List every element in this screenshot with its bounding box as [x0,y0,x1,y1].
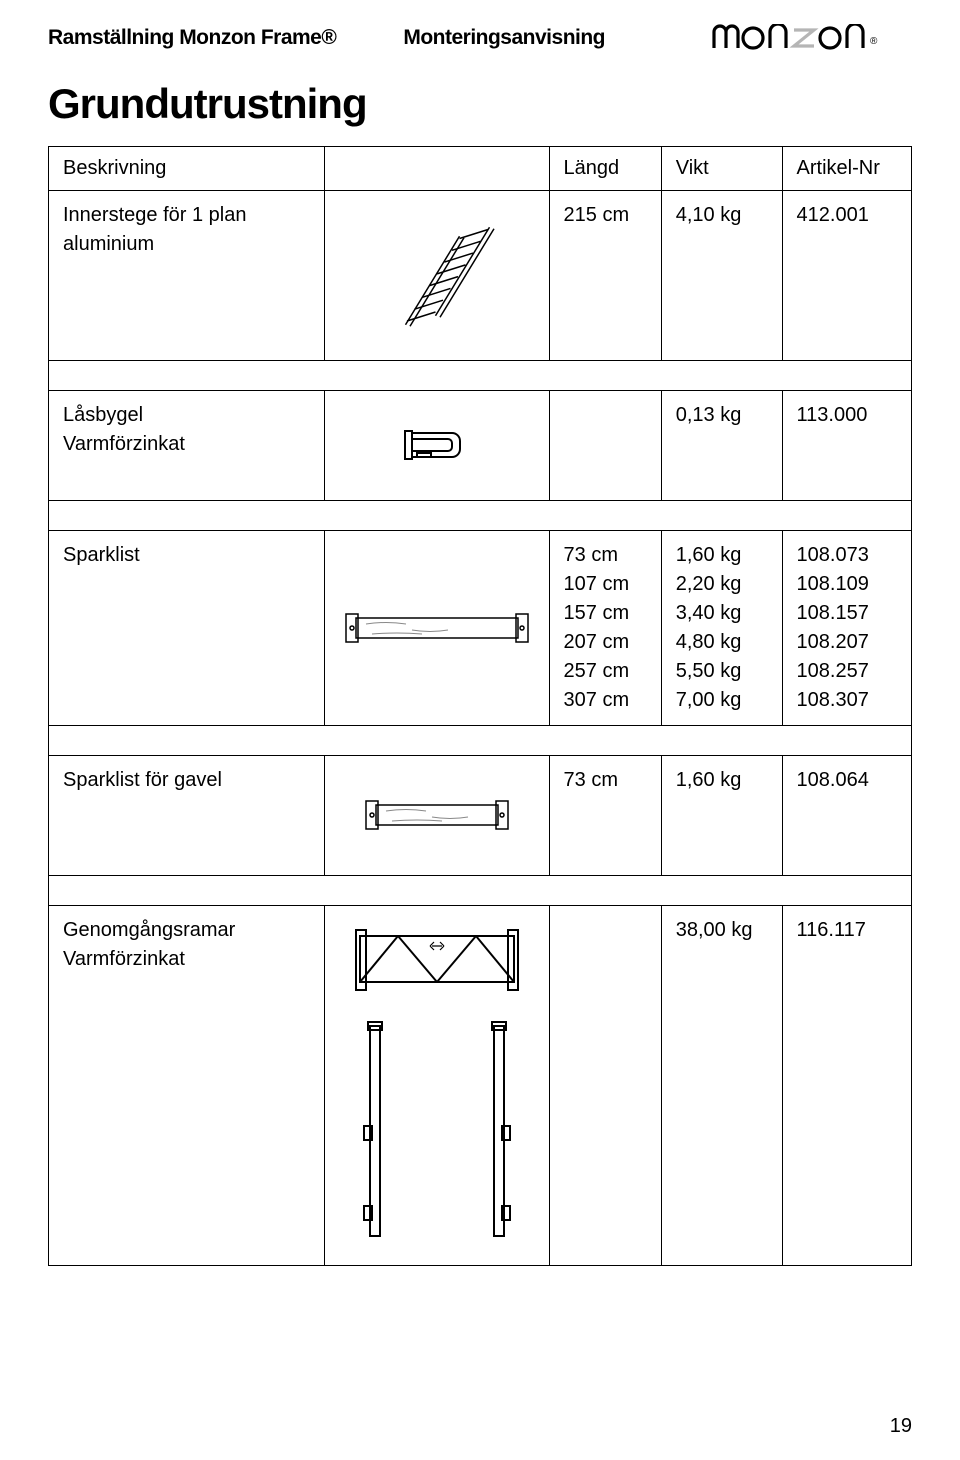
col-header-article: Artikel-Nr [782,147,911,191]
header-left-title: Ramställning Monzon Frame® [48,26,336,50]
cell-description: Låsbygel Varmförzinkat [49,391,325,501]
table-row: Sparklist för gavel 73 cm 1,60 kg 108.06… [49,756,912,876]
cell-weight: 1,60 kg [661,756,782,876]
table-row: Låsbygel Varmförzinkat 0,13 kg 113.000 [49,391,912,501]
cell-image [325,906,549,1266]
table-row: Genomgångsramar Varmförzinkat [49,906,912,1266]
cell-weight: 1,60 kg 2,20 kg 3,40 kg 4,80 kg 5,50 kg … [661,531,782,726]
cell-article: 108.073 108.109 108.157 108.207 108.257 … [782,531,911,726]
cell-description: Genomgångsramar Varmförzinkat [49,906,325,1266]
cell-image [325,391,549,501]
cell-length [549,391,661,501]
cell-article: 113.000 [782,391,911,501]
cell-weight: 0,13 kg [661,391,782,501]
cell-image [325,756,549,876]
cell-article: 108.064 [782,756,911,876]
cell-description: Sparklist [49,531,325,726]
cell-length [549,906,661,1266]
cell-article: 412.001 [782,191,911,361]
col-header-length: Längd [549,147,661,191]
header-mid-title: Monteringsanvisning [403,26,605,50]
cell-description: Sparklist för gavel [49,756,325,876]
gap-row [49,726,912,756]
svg-text:®: ® [870,36,878,47]
cell-weight: 4,10 kg [661,191,782,361]
cell-length: 215 cm [549,191,661,361]
cell-weight: 38,00 kg [661,906,782,1266]
col-header-image [325,147,549,191]
brand-logo: ® [712,24,912,52]
table-header-row: Beskrivning Längd Vikt Artikel-Nr [49,147,912,191]
gap-row [49,361,912,391]
cell-image [325,191,549,361]
gap-row [49,501,912,531]
table-row: Innerstege för 1 plan aluminium 215 cm 4… [49,191,912,361]
page-number: 19 [890,1415,912,1438]
equipment-table: Beskrivning Längd Vikt Artikel-Nr Inners… [48,146,912,1266]
cell-article: 116.117 [782,906,911,1266]
cell-image [325,531,549,726]
table-row: Sparklist 73 cm 107 cm 157 cm 207 cm 257… [49,531,912,726]
cell-length: 73 cm 107 cm 157 cm 207 cm 257 cm 307 cm [549,531,661,726]
col-header-weight: Vikt [661,147,782,191]
cell-description: Innerstege för 1 plan aluminium [49,191,325,361]
page-title: Grundutrustning [48,80,912,128]
cell-length: 73 cm [549,756,661,876]
col-header-desc: Beskrivning [49,147,325,191]
gap-row [49,876,912,906]
page-header: Ramställning Monzon Frame® Monteringsanv… [48,24,912,52]
